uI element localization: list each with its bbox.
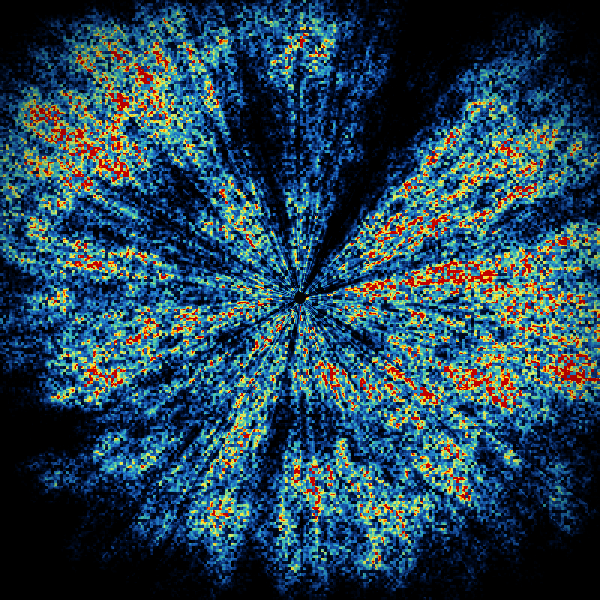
radar-reflectivity-canvas xyxy=(0,0,600,600)
radar-reflectivity-display xyxy=(0,0,600,600)
